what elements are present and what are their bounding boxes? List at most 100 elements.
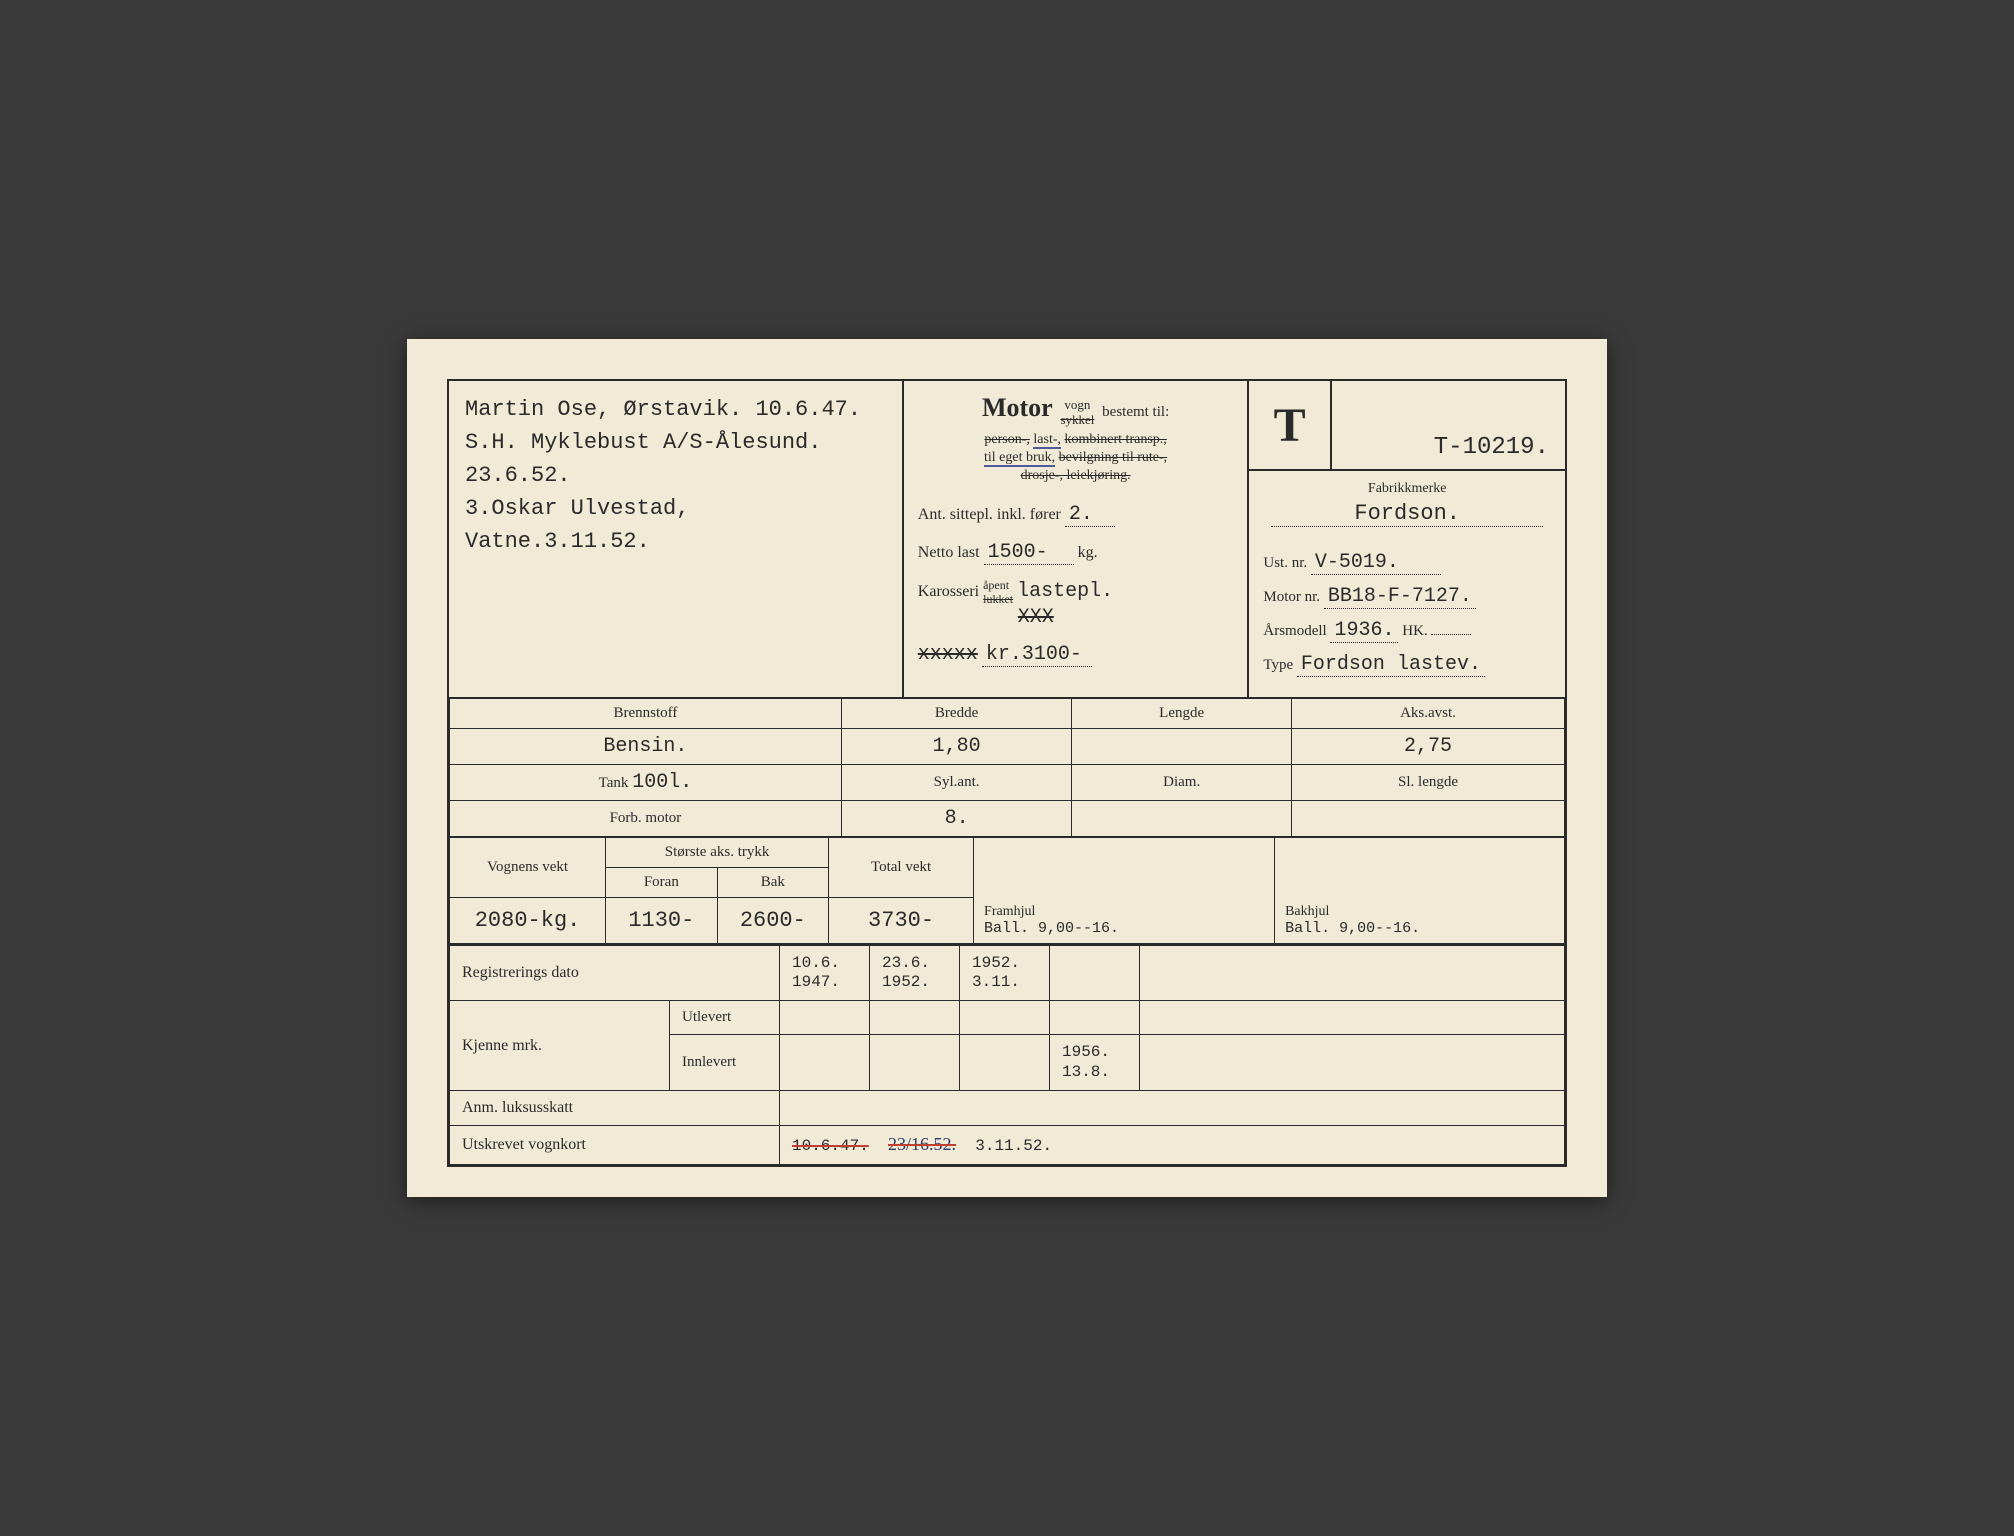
skklasse-value: kr.3100- [982, 643, 1092, 667]
storste-label: Største aks. trykk [606, 838, 829, 868]
utskrevet-v1: 10.6.47. [792, 1137, 869, 1155]
t-letter: T [1249, 381, 1331, 469]
purpose-3: drosje-, leiekjøring. [918, 467, 1234, 485]
aarsmodell-row: Årsmodell 1936. HK. [1263, 619, 1551, 643]
innlevert-v2: 13.8. [1062, 1063, 1110, 1081]
regdato-rest [1140, 945, 1565, 1001]
bakhjul-cell: Bakhjul Ball. 9,00--16. [1275, 838, 1565, 944]
regdato-label: Registrerings dato [450, 945, 780, 1001]
ust-label: Ust. nr. [1263, 555, 1307, 571]
aksavst-label: Aks.avst. [1292, 698, 1565, 729]
motornr-value: BB18-F-7127. [1324, 585, 1476, 609]
utlevert-c3 [960, 1001, 1050, 1035]
t-box: T T-10219. [1249, 381, 1565, 471]
anm-label: Anm. luksusskatt [450, 1090, 780, 1125]
aksavst-value: 2,75 [1292, 729, 1565, 765]
vogn-label: vogn [1064, 397, 1090, 412]
hk-value [1431, 634, 1471, 635]
purpose-lines: person-, last-, kombinert transp., til e… [918, 431, 1234, 486]
utskrevet-row: Utskrevet vognkort 10.6.47. 23/16.52. 3.… [450, 1125, 1565, 1164]
brennstoff-value: Bensin. [450, 729, 842, 765]
vognens-value: 2080-kg. [450, 898, 606, 944]
motor-title: Motor [982, 393, 1053, 422]
reg-number: T-10219. [1332, 381, 1565, 469]
owner-line-1: Martin Ose, Ørstavik. 10.6.47. [465, 393, 886, 426]
framhjul-value: Ball. 9,00--16. [984, 920, 1119, 937]
type-value: Fordson lastev. [1297, 653, 1485, 677]
utlevert-c2 [870, 1001, 960, 1035]
karosseri-value: lastepl. [1017, 580, 1113, 603]
innlevert-c2 [870, 1035, 960, 1090]
spec-header-1: Brennstoff Bredde Lengde Aks.avst. [450, 698, 1565, 729]
utskrevet-v2: 23/16.52. [888, 1134, 956, 1154]
regdato-row: Registrerings dato 10.6. 1947. 23.6. 195… [450, 945, 1565, 1001]
karosseri-row: Karosseri åpent lukket lastepl. XXX [918, 579, 1234, 628]
motor-fields: Ant. sittepl. inkl. fører 2. Netto last … [918, 503, 1234, 666]
fabrikkmerke-box: Fabrikkmerke Fordson. [1249, 471, 1565, 547]
owner-line-3: 3.Oskar Ulvestad, Vatne.3.11.52. [465, 492, 886, 558]
netto-row: Netto last 1500- kg. [918, 541, 1234, 565]
bredde-label: Bredde [841, 698, 1071, 729]
card-border: Martin Ose, Ørstavik. 10.6.47. S.H. Mykl… [447, 379, 1567, 1167]
sllengde-label: Sl. lengde [1292, 765, 1565, 801]
owners-block: Martin Ose, Ørstavik. 10.6.47. S.H. Mykl… [449, 381, 904, 697]
spec-values-1: Bensin. 1,80 2,75 [450, 729, 1565, 765]
utlevert-row: Kjenne mrk. Utlevert [450, 1001, 1565, 1035]
utskrevet-v3: 3.11.52. [975, 1137, 1052, 1155]
motor-header: Motor vogn sykkel bestemt til: person-, … [918, 391, 1234, 485]
weight-wheel-table: Vognens vekt Største aks. trykk Total ve… [449, 837, 1565, 944]
diam-label: Diam. [1072, 765, 1292, 801]
aarsmodell-label: Årsmodell [1263, 623, 1326, 639]
regdato-c2a: 23.6. [882, 954, 930, 972]
sllengde-value [1292, 801, 1565, 837]
regdato-c2b: 1952. [882, 973, 930, 991]
right-fields: Ust. nr. V-5019. Motor nr. BB18-F-7127. … [1249, 547, 1565, 697]
netto-value: 1500- [984, 541, 1074, 565]
foran-value: 1130- [606, 898, 718, 944]
netto-label: Netto last [918, 544, 980, 561]
bak-label: Bak [717, 868, 829, 898]
hk-label: HK. [1402, 623, 1427, 639]
anm-row: Anm. luksusskatt [450, 1090, 1565, 1125]
ust-row: Ust. nr. V-5019. [1263, 551, 1551, 575]
motornr-label: Motor nr. [1263, 589, 1320, 605]
bestemt-label: bestemt til: [1102, 404, 1169, 420]
regdato-c4 [1050, 945, 1140, 1001]
regdato-c3b: 3.11. [972, 973, 1020, 991]
regdato-c1a: 10.6. [792, 954, 840, 972]
motornr-row: Motor nr. BB18-F-7127. [1263, 585, 1551, 609]
tank-value: 100l. [632, 771, 692, 794]
lengde-value [1072, 729, 1292, 765]
ust-value: V-5019. [1311, 551, 1441, 575]
innlevert-rest [1140, 1035, 1565, 1090]
regdato-c1b: 1947. [792, 973, 840, 991]
total-label: Total vekt [829, 838, 974, 898]
skklasse-row: xxxxx kr.3100- [918, 643, 1234, 667]
innlevert-c4: 1956. 13.8. [1050, 1035, 1140, 1090]
framhjul-cell: Framhjul Ball. 9,00--16. [974, 838, 1275, 944]
skklasse-xxx: xxxxx [918, 643, 978, 666]
purpose-2: til eget bruk, bevilgning til rute-, [918, 449, 1234, 467]
regdato-c1: 10.6. 1947. [780, 945, 870, 1001]
owner-line-2: S.H. Myklebust A/S-Ålesund. 23.6.52. [465, 426, 886, 492]
right-column: T T-10219. Fabrikkmerke Fordson. Ust. nr… [1249, 381, 1565, 697]
vogn-sykkel-stack: vogn sykkel [1060, 398, 1094, 427]
sittepl-value: 2. [1065, 503, 1115, 527]
tank-cell: Tank 100l. [450, 765, 842, 801]
kjenne-label: Kjenne mrk. [450, 1001, 670, 1090]
motor-column: Motor vogn sykkel bestemt til: person-, … [904, 381, 1250, 697]
purpose-1: person-, last-, kombinert transp., [918, 431, 1234, 449]
spec-values-3: Forb. motor 8. [450, 801, 1565, 837]
anm-value [780, 1090, 1565, 1125]
framhjul-label: Framhjul [984, 904, 1035, 919]
spec-table: Brennstoff Bredde Lengde Aks.avst. Bensi… [449, 697, 1565, 837]
weight-header: Vognens vekt Største aks. trykk Total ve… [450, 838, 1565, 868]
fabrikkmerke-label: Fabrikkmerke [1263, 481, 1551, 497]
innlevert-label: Innlevert [670, 1035, 780, 1090]
sittepl-row: Ant. sittepl. inkl. fører 2. [918, 503, 1234, 527]
netto-unit: kg. [1078, 544, 1098, 561]
fabrikkmerke-value: Fordson. [1271, 501, 1543, 527]
innlevert-c1 [780, 1035, 870, 1090]
diam-value [1072, 801, 1292, 837]
brennstoff-label: Brennstoff [450, 698, 842, 729]
